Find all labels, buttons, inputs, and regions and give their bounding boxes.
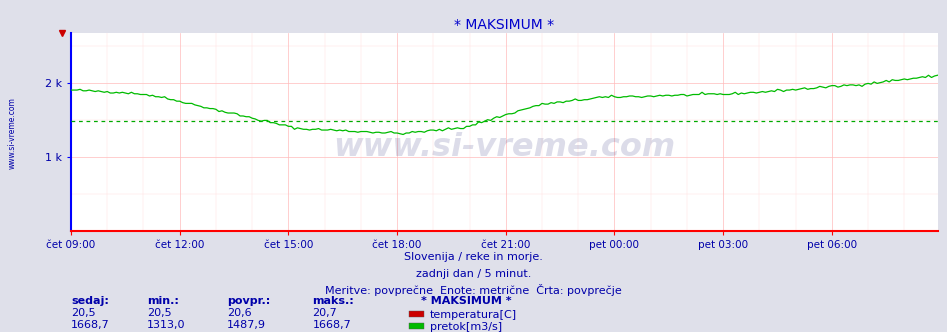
Title: * MAKSIMUM *: * MAKSIMUM * (455, 18, 554, 32)
Text: 20,6: 20,6 (227, 308, 252, 318)
Text: 1668,7: 1668,7 (71, 320, 110, 330)
Text: 20,7: 20,7 (313, 308, 337, 318)
Text: www.si-vreme.com: www.si-vreme.com (8, 97, 17, 169)
Text: 1313,0: 1313,0 (147, 320, 186, 330)
Text: * MAKSIMUM *: * MAKSIMUM * (421, 296, 512, 306)
Text: Meritve: povprečne  Enote: metrične  Črta: povprečje: Meritve: povprečne Enote: metrične Črta:… (325, 285, 622, 296)
Text: sedaj:: sedaj: (71, 296, 109, 306)
Text: maks.:: maks.: (313, 296, 354, 306)
Text: povpr.:: povpr.: (227, 296, 271, 306)
Text: 1487,9: 1487,9 (227, 320, 266, 330)
Text: 1668,7: 1668,7 (313, 320, 351, 330)
Text: zadnji dan / 5 minut.: zadnji dan / 5 minut. (416, 269, 531, 279)
Text: www.si-vreme.com: www.si-vreme.com (333, 132, 675, 163)
Text: min.:: min.: (147, 296, 179, 306)
Text: 20,5: 20,5 (71, 308, 96, 318)
Text: Slovenija / reke in morje.: Slovenija / reke in morje. (404, 252, 543, 262)
Text: 20,5: 20,5 (147, 308, 171, 318)
Text: pretok[m3/s]: pretok[m3/s] (430, 322, 502, 332)
Text: temperatura[C]: temperatura[C] (430, 310, 517, 320)
